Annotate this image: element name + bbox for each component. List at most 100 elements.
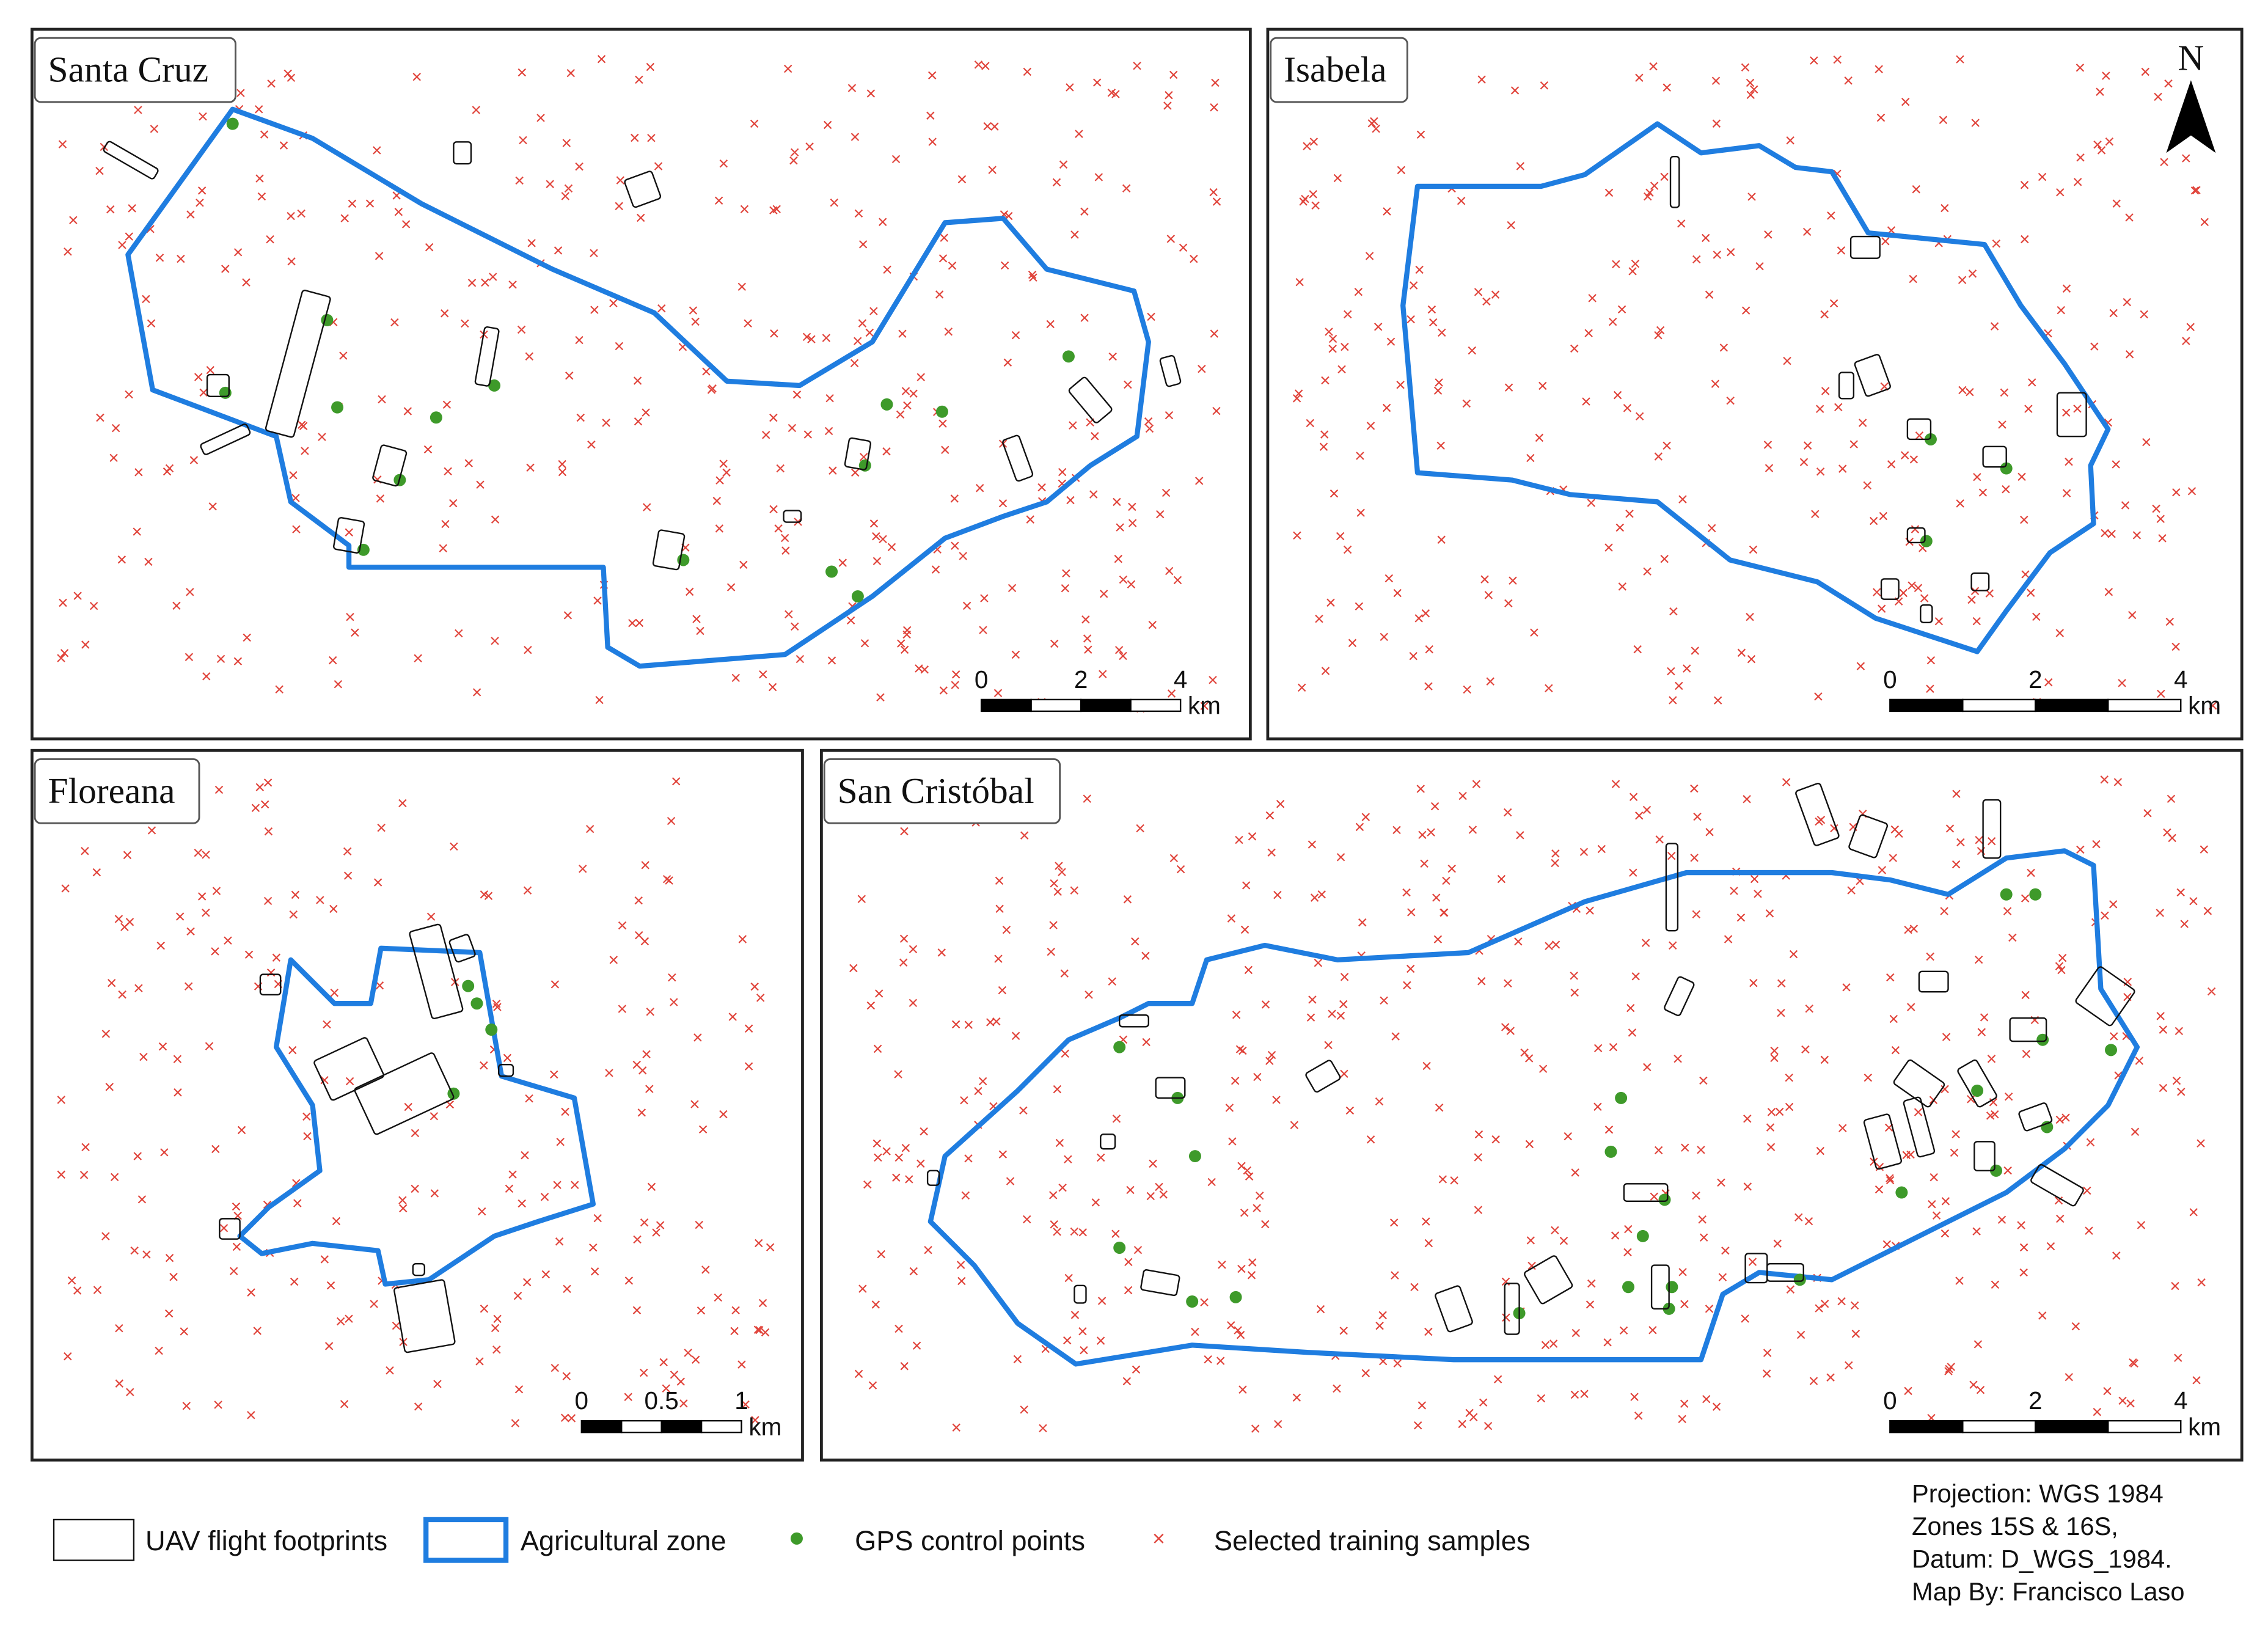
training-sample [1058,868,1066,876]
training-sample [964,1020,973,1029]
training-sample [411,1184,419,1193]
training-sample [2125,350,2134,359]
training-sample [1559,1236,1568,1245]
training-sample [1887,460,1896,469]
training-sample [1989,1098,1998,1107]
training-sample [1020,831,1029,840]
training-sample [1064,1273,1073,1283]
training-sample [394,208,403,216]
training-sample [2123,298,2131,307]
training-sample [642,1050,651,1059]
training-sample [1155,1182,1163,1192]
training-sample [373,878,382,887]
training-sample [1535,433,1544,442]
training-sample [1525,1140,1534,1149]
training-sample [1741,306,1750,315]
training-sample [232,1242,241,1251]
training-sample [1133,61,1141,70]
training-sample [1194,477,1204,485]
training-sample [1324,1041,1333,1049]
training-sample [491,515,500,524]
training-sample [73,591,82,600]
training-sample [177,254,185,263]
training-sample [2055,962,2064,970]
training-sample [320,1075,329,1085]
scale-label: 2 [1074,665,1088,694]
training-sample [550,1070,558,1079]
training-sample [279,141,288,150]
training-sample [685,587,694,596]
training-sample [1438,328,1446,337]
uav-footprint [1305,1060,1341,1093]
training-sample [1976,1386,1985,1394]
training-sample [1333,1384,1341,1393]
training-sample [2189,1208,2198,1217]
training-sample [377,824,386,832]
training-sample [1707,524,1716,533]
training-sample [802,332,811,342]
training-sample [1165,411,1174,420]
training-sample [106,205,115,214]
uav-footprint [1664,976,1695,1016]
training-sample [114,915,123,923]
training-sample [1190,254,1198,263]
training-sample [2160,158,2168,166]
training-sample [2046,1242,2055,1251]
training-sample [1746,612,1754,621]
training-sample [521,1151,529,1160]
training-sample [1858,419,1867,427]
training-sample [1773,1239,1782,1248]
training-sample [1231,1077,1240,1085]
training-sample [212,887,221,895]
training-sample [696,626,704,635]
training-sample [1900,451,1909,460]
training-sample [615,342,624,351]
training-sample [909,1267,918,1276]
training-sample [1479,1398,1488,1407]
training-sample [964,1154,973,1163]
training-sample [472,688,481,697]
training-sample [635,75,643,84]
training-sample [2174,1353,2182,1362]
training-sample [1814,692,1823,701]
training-sample [948,262,957,270]
map-panel: Santa Cruz 0 2 4km [30,27,1252,741]
training-sample [2021,894,2030,903]
training-sample [1013,1355,1022,1364]
training-sample [1209,188,1218,197]
training-sample [1050,1220,1058,1229]
training-sample [1680,1399,1689,1408]
training-sample [1293,531,1301,540]
training-sample [1844,76,1853,85]
training-sample [1491,290,1500,299]
training-sample [1631,259,1640,268]
uav-footprint [453,141,472,165]
training-sample [1210,103,1218,112]
training-sample [1198,364,1206,373]
training-sample [1971,119,1980,127]
training-sample [1391,1271,1399,1280]
training-sample [219,1224,229,1232]
uav-footprint [1974,1141,1995,1172]
training-sample [1112,1115,1121,1123]
training-sample [1345,1106,1355,1115]
training-sample [1486,677,1494,686]
training-sample [789,156,798,165]
training-sample [1947,1363,1955,1371]
training-sample [1968,269,1977,278]
training-sample [1046,320,1055,329]
training-sample [1956,838,1965,847]
uav-footprint [333,517,365,554]
training-sample [1328,334,1337,343]
training-sample [1967,1095,1975,1104]
training-sample [1122,1377,1132,1386]
training-sample [957,175,967,184]
training-sample [2208,701,2217,710]
training-sample [1343,545,1352,554]
uav-footprint [1848,814,1889,859]
training-sample [1422,1061,1431,1071]
training-sample [1306,1013,1315,1022]
training-sample [1000,261,1009,270]
training-sample [876,693,885,701]
training-sample [1148,621,1157,629]
